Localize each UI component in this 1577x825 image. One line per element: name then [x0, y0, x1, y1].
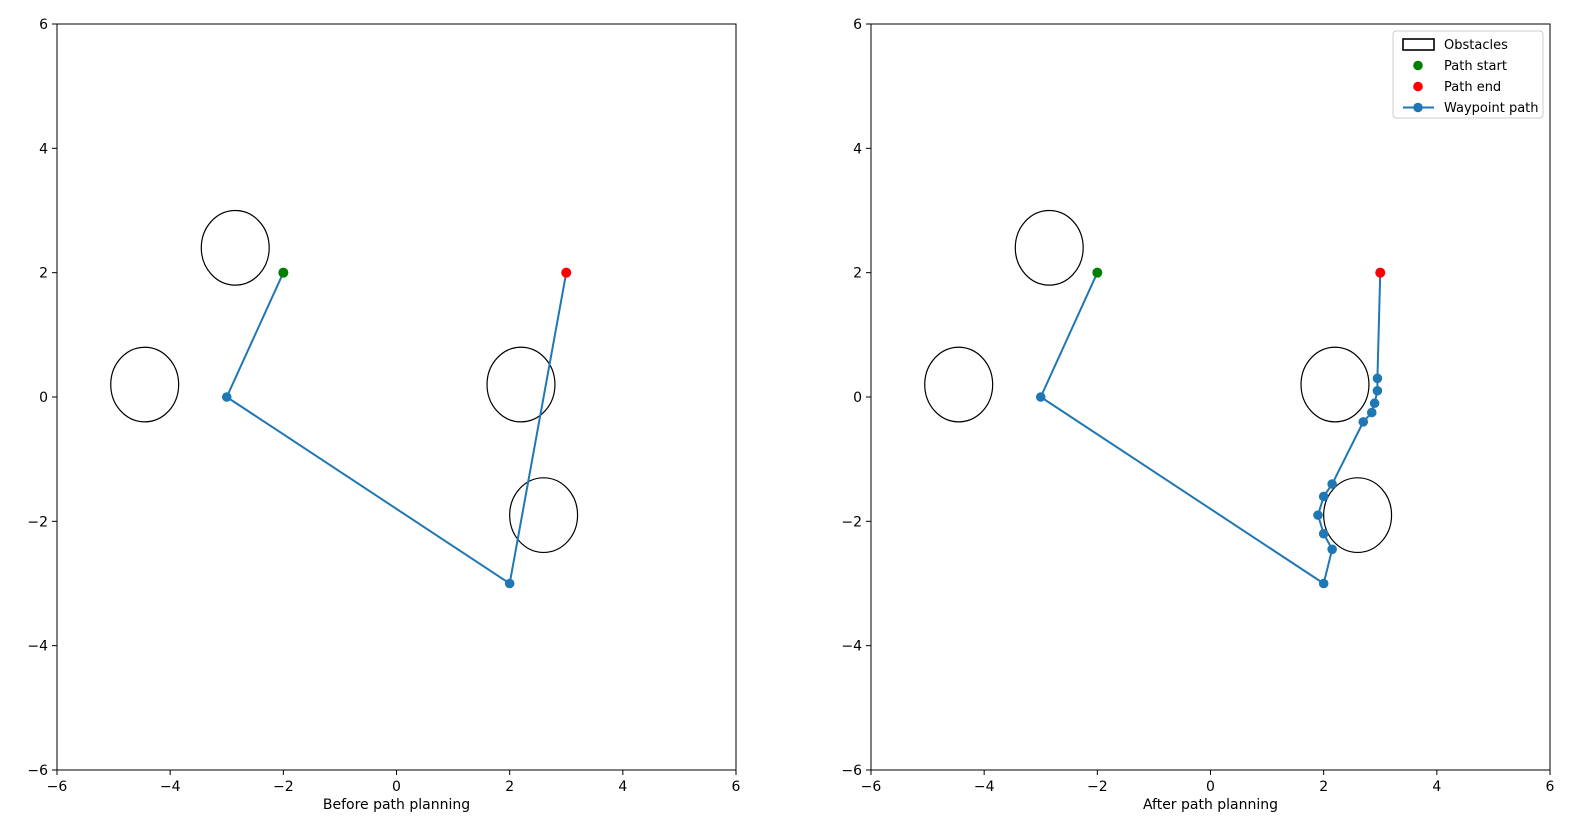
y-tick-label: −6 — [27, 763, 48, 779]
legend-label: Obstacles — [1444, 38, 1508, 53]
obstacle-circle — [1014, 209, 1084, 286]
after-plot-svg: −6 −4 −2 0 2 4 6 −6 −4 −2 0 2 4 6 Obstacles Path start P… — [841, 17, 1555, 795]
waypoint-marker — [1318, 491, 1329, 502]
x-tick-label: −2 — [273, 779, 294, 795]
waypoint-marker — [221, 392, 232, 402]
y-tick-label: −2 — [841, 514, 862, 530]
legend-label: Waypoint path — [1444, 101, 1539, 116]
waypoint-marker — [1372, 373, 1383, 384]
path-start-marker — [278, 267, 289, 278]
path-start-marker — [1092, 267, 1103, 278]
subplot-after-path-planning: −6 −4 −2 0 2 4 6 −6 −4 −2 0 2 4 6 Obstacles Path start P… — [814, 0, 1577, 825]
y-tick-label: 6 — [39, 17, 48, 33]
obstacle-circle — [200, 209, 270, 286]
axes-frame — [56, 23, 737, 771]
y-tick-label: 6 — [853, 17, 862, 33]
x-tick-label: 2 — [1319, 779, 1328, 795]
x-tick-label: −2 — [1087, 779, 1108, 795]
y-tick-label: 0 — [39, 390, 48, 406]
path-end-marker — [1375, 267, 1386, 278]
axes-frame — [870, 23, 1551, 771]
y-tick-label: 2 — [39, 266, 48, 282]
waypoint-marker — [1318, 578, 1329, 589]
y-tick-label: 4 — [853, 141, 862, 157]
waypoint-marker — [1318, 528, 1329, 539]
x-tick-label: 6 — [1546, 779, 1555, 795]
x-tick-label: −6 — [47, 779, 68, 795]
x-tick-label: −4 — [160, 779, 181, 795]
x-tick-label: 0 — [392, 779, 401, 795]
y-tick-label: −4 — [841, 639, 862, 655]
waypoint-path-line — [225, 272, 568, 585]
legend-path-end-marker — [1413, 81, 1423, 92]
waypoint-marker — [1035, 392, 1046, 402]
waypoint-marker — [1313, 510, 1323, 520]
waypoint-marker — [1327, 544, 1337, 555]
waypoint-marker — [1372, 385, 1383, 396]
x-tick-label: 6 — [732, 779, 741, 795]
legend: Obstacles Path start Path end Waypoint path — [1392, 30, 1544, 119]
legend-label: Path start — [1444, 59, 1507, 74]
y-tick-label: −6 — [841, 763, 862, 779]
legend-waypoint-marker — [1413, 102, 1423, 113]
y-tick-label: 4 — [39, 141, 48, 157]
waypoint-marker — [1327, 479, 1337, 489]
x-tick-label: −6 — [861, 779, 882, 795]
legend-label: Path end — [1444, 80, 1501, 95]
obstacle-circle — [1300, 346, 1370, 423]
x-tick-label: 4 — [618, 779, 627, 795]
xlabel-before-path-planning: Before path planning — [322, 797, 471, 813]
legend-obstacles-swatch — [1402, 38, 1435, 51]
legend-path-start-marker — [1413, 60, 1423, 71]
obstacle-circle — [509, 477, 579, 554]
obstacle-circle — [486, 346, 556, 423]
xlabel-after-path-planning: After path planning — [1142, 797, 1279, 813]
path-end-marker — [561, 267, 572, 278]
waypoint-marker — [1369, 398, 1380, 409]
before-plot-svg: −6 −4 −2 0 2 4 6 −6 −4 −2 0 2 4 6 — [27, 17, 741, 795]
legend-box — [1392, 30, 1544, 119]
y-tick-label: 2 — [853, 266, 862, 282]
x-tick-label: 2 — [505, 779, 514, 795]
x-tick-label: 0 — [1206, 779, 1215, 795]
obstacle-circle — [1323, 477, 1393, 554]
obstacle-circle — [110, 346, 180, 423]
subplot-before-path-planning: −6 −4 −2 0 2 4 6 −6 −4 −2 0 2 4 6 Before path plannin… — [27, 17, 741, 813]
y-tick-label: 0 — [853, 390, 862, 406]
x-tick-label: 4 — [1432, 779, 1441, 795]
y-tick-label: −2 — [27, 514, 48, 530]
waypoint-marker — [1366, 407, 1377, 418]
waypoint-marker — [1358, 417, 1369, 427]
obstacle-circle — [924, 346, 994, 423]
waypoint-marker — [504, 578, 515, 589]
y-tick-label: −4 — [27, 639, 48, 655]
x-tick-label: −4 — [974, 779, 995, 795]
